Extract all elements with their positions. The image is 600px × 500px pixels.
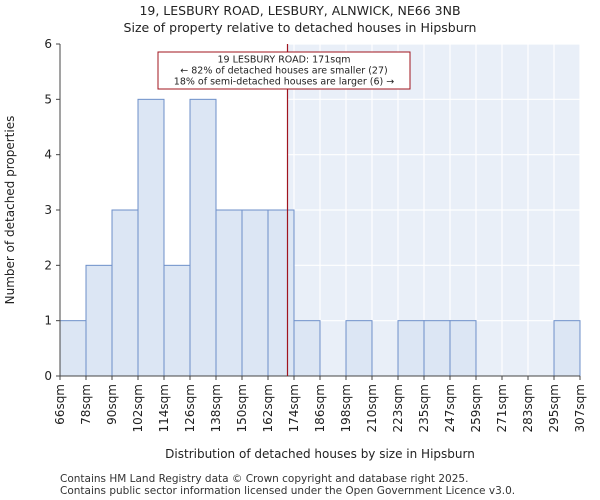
- x-tick-label: 102sqm: [131, 384, 145, 432]
- y-tick-label: 4: [44, 148, 52, 162]
- y-tick-label: 2: [44, 258, 52, 272]
- y-axis-title: Number of detached properties: [3, 116, 17, 305]
- x-axis-title: Distribution of detached houses by size …: [165, 447, 475, 461]
- footer-line-2: Contains public sector information licen…: [60, 485, 516, 497]
- x-tick-label: 307sqm: [573, 384, 587, 432]
- x-tick-label: 66sqm: [53, 384, 67, 425]
- y-tick-label: 1: [44, 314, 52, 328]
- histogram-bar: [397, 320, 425, 377]
- histogram-bar: [215, 209, 243, 377]
- x-tick-label: 186sqm: [313, 384, 327, 432]
- histogram-bar: [449, 320, 477, 377]
- x-tick-label: 283sqm: [521, 384, 535, 432]
- annotation-line-3: 18% of semi-detached houses are larger (…: [174, 77, 394, 88]
- x-tick-label: 235sqm: [417, 384, 431, 432]
- y-tick-label: 5: [44, 92, 52, 106]
- histogram-bar: [137, 98, 165, 377]
- histogram-bar: [189, 98, 217, 377]
- histogram-bar: [293, 320, 321, 377]
- histogram-bar: [59, 320, 87, 377]
- chart-title: 19, LESBURY ROAD, LESBURY, ALNWICK, NE66…: [139, 3, 461, 18]
- histogram-bar: [163, 264, 191, 377]
- y-tick-label: 3: [44, 203, 52, 217]
- x-tick-label: 247sqm: [443, 384, 457, 432]
- x-tick-label: 295sqm: [547, 384, 561, 432]
- x-tick-label: 138sqm: [209, 384, 223, 432]
- annotation-line-1: 19 LESBURY ROAD: 171sqm: [217, 55, 350, 66]
- x-tick-label: 174sqm: [287, 384, 301, 432]
- x-tick-label: 90sqm: [105, 384, 119, 425]
- histogram-bar: [85, 264, 113, 377]
- histogram-bar: [111, 209, 139, 377]
- y-tick-label: 6: [44, 37, 52, 51]
- x-tick-label: 198sqm: [339, 384, 353, 432]
- x-tick-label: 210sqm: [365, 384, 379, 432]
- x-tick-label: 162sqm: [261, 384, 275, 432]
- x-tick-label: 126sqm: [183, 384, 197, 432]
- histogram-bar: [423, 320, 451, 377]
- x-tick-label: 259sqm: [469, 384, 483, 432]
- annotation-line-2: ← 82% of detached houses are smaller (27…: [180, 66, 387, 77]
- annotation-box: [157, 51, 411, 90]
- x-tick-label: 114sqm: [157, 384, 171, 432]
- x-tick-label: 78sqm: [79, 384, 93, 425]
- x-tick-label: 150sqm: [235, 384, 249, 432]
- y-tick-label: 0: [44, 369, 52, 383]
- histogram-bar: [267, 209, 295, 377]
- x-tick-label: 223sqm: [391, 384, 405, 432]
- histogram-bar: [345, 320, 373, 377]
- footer-line-1: Contains HM Land Registry data © Crown c…: [60, 473, 469, 485]
- histogram-bar: [553, 320, 581, 377]
- x-tick-label: 271sqm: [495, 384, 509, 432]
- histogram-bar: [241, 209, 269, 377]
- chart-subtitle: Size of property relative to detached ho…: [123, 20, 477, 35]
